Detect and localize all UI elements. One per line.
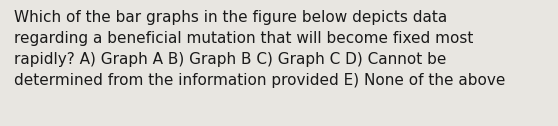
Text: Which of the bar graphs in the figure below depicts data
regarding a beneficial : Which of the bar graphs in the figure be… (14, 10, 506, 88)
